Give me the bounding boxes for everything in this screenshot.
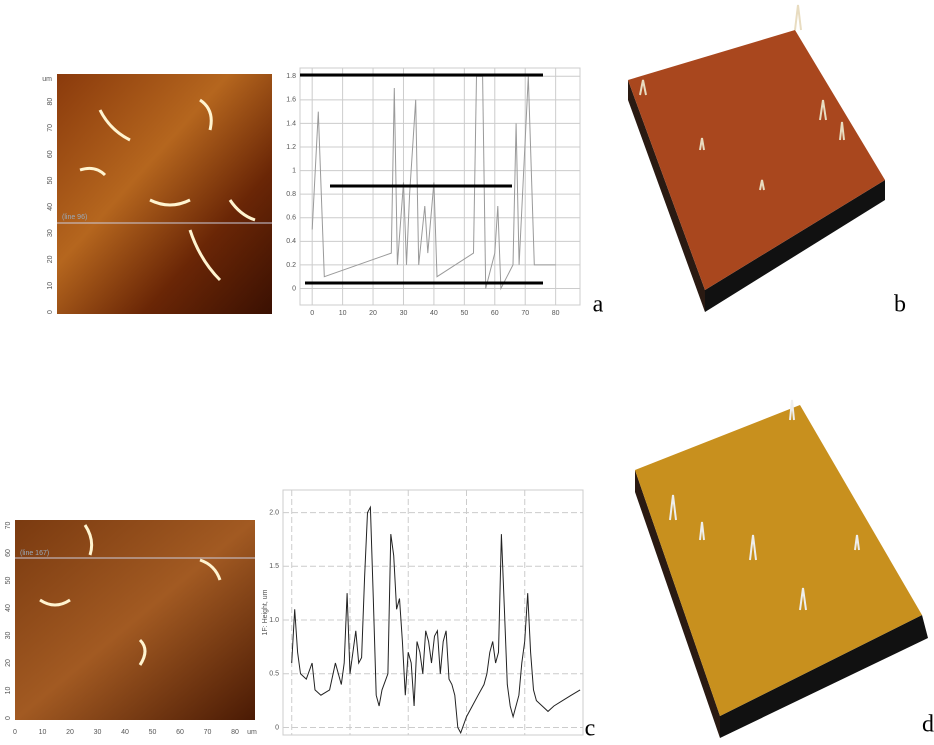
afm-image <box>57 74 272 314</box>
y-tick-label: 1.8 <box>286 73 296 80</box>
x-tick-label: 20 <box>66 729 74 736</box>
x-tick-label: 80 <box>552 310 560 317</box>
x-tick-label: 0 <box>310 310 314 317</box>
panel-label: a <box>593 292 604 318</box>
y-tick-label: 0.5 <box>269 671 279 678</box>
x-tick-label: 50 <box>149 729 157 736</box>
panel-label: d <box>922 712 934 738</box>
y-tick-label: 0.4 <box>286 238 296 245</box>
y-tick-label: 30 <box>47 229 54 237</box>
afm-image <box>15 520 255 720</box>
y-tick-label: 40 <box>5 604 12 612</box>
y-tick-label: 2.0 <box>269 509 279 516</box>
x-tick-label: 10 <box>39 729 47 736</box>
x-tick-label: 60 <box>491 310 499 317</box>
y-tick-label: 50 <box>47 177 54 185</box>
y-tick-label: 80 <box>47 98 54 106</box>
x-tick-label: 70 <box>204 729 212 736</box>
y-tick-label: 1.2 <box>286 144 296 151</box>
unit-label: um <box>42 76 52 83</box>
y-tick-label: 10 <box>47 282 54 290</box>
x-tick-label: 70 <box>521 310 529 317</box>
y-tick-label: 60 <box>5 549 12 557</box>
x-tick-label: 40 <box>121 729 129 736</box>
panel-label: c <box>585 716 596 741</box>
x-tick-label: 10 <box>339 310 347 317</box>
x-tick-label: 30 <box>94 729 102 736</box>
y-tick-label: 70 <box>47 124 54 132</box>
y-axis-label: 1F: Height, um <box>262 589 269 635</box>
y-tick-label: 1.6 <box>286 97 296 104</box>
panel-label: b <box>894 292 906 318</box>
surface-3d <box>635 400 928 738</box>
x-tick-label: 30 <box>400 310 408 317</box>
x-tick-label: 60 <box>176 729 184 736</box>
y-tick-label: 0 <box>5 716 12 720</box>
y-tick-label: 30 <box>5 632 12 640</box>
y-tick-label: 0.8 <box>286 191 296 198</box>
y-tick-label: 50 <box>5 577 12 585</box>
plot-area <box>283 490 583 735</box>
y-tick-label: 40 <box>47 203 54 211</box>
y-tick-label: 1.5 <box>269 563 279 570</box>
figure: (line 96) um (line 167) um a b c d 01020… <box>0 0 934 740</box>
y-tick-label: 0 <box>275 724 279 731</box>
y-tick-label: 70 <box>5 522 12 530</box>
line-label: (line 167) <box>20 550 49 557</box>
y-tick-label: 1.0 <box>269 617 279 624</box>
y-tick-label: 60 <box>47 150 54 158</box>
y-tick-label: 0 <box>47 310 54 314</box>
unit-label: um <box>247 729 257 736</box>
y-tick-label: 20 <box>47 255 54 263</box>
y-tick-label: 0 <box>292 285 296 292</box>
y-tick-label: 1 <box>292 167 296 174</box>
y-tick-label: 20 <box>5 659 12 667</box>
x-tick-label: 40 <box>430 310 438 317</box>
x-tick-label: 0 <box>13 729 17 736</box>
x-tick-label: 50 <box>460 310 468 317</box>
y-tick-label: 0.2 <box>286 262 296 269</box>
y-tick-label: 10 <box>5 687 12 695</box>
x-tick-label: 80 <box>231 729 239 736</box>
y-tick-label: 1.4 <box>286 120 296 127</box>
y-tick-label: 0.6 <box>286 215 296 222</box>
surface-3d <box>628 5 885 312</box>
x-tick-label: 20 <box>369 310 377 317</box>
line-label: (line 96) <box>62 214 87 221</box>
